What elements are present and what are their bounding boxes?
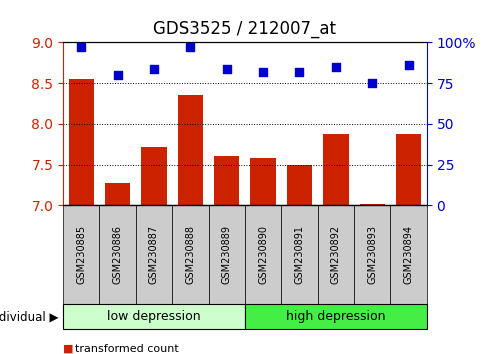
Point xyxy=(222,66,230,72)
Point xyxy=(295,69,302,75)
Text: transformed count: transformed count xyxy=(75,344,179,354)
Bar xyxy=(68,79,94,205)
Point xyxy=(113,72,121,78)
Title: GDS3525 / 212007_at: GDS3525 / 212007_at xyxy=(153,21,336,39)
Bar xyxy=(213,156,239,205)
Bar xyxy=(141,147,166,205)
Bar xyxy=(105,183,130,205)
Point xyxy=(331,64,339,70)
Point xyxy=(77,45,85,50)
Text: GSM230887: GSM230887 xyxy=(149,225,159,285)
Text: individual ▶: individual ▶ xyxy=(0,310,58,323)
Text: GSM230891: GSM230891 xyxy=(294,225,304,284)
Text: GSM230888: GSM230888 xyxy=(185,225,195,284)
Text: low depression: low depression xyxy=(107,310,200,323)
Bar xyxy=(177,96,203,205)
Point xyxy=(150,66,157,72)
Point xyxy=(404,62,411,68)
Point xyxy=(186,45,194,50)
Bar xyxy=(395,134,421,205)
Text: GSM230885: GSM230885 xyxy=(76,225,86,285)
Text: GSM230889: GSM230889 xyxy=(221,225,231,284)
Text: GSM230892: GSM230892 xyxy=(330,225,340,285)
Text: GSM230886: GSM230886 xyxy=(112,225,122,284)
Bar xyxy=(286,165,312,205)
Text: high depression: high depression xyxy=(286,310,385,323)
Text: GSM230893: GSM230893 xyxy=(366,225,377,284)
Bar xyxy=(322,134,348,205)
Point xyxy=(367,80,375,86)
Point xyxy=(258,69,266,75)
Text: ■: ■ xyxy=(63,344,74,354)
Text: GSM230894: GSM230894 xyxy=(403,225,413,284)
Text: GSM230890: GSM230890 xyxy=(257,225,268,284)
Bar xyxy=(359,204,384,205)
Bar xyxy=(250,158,275,205)
